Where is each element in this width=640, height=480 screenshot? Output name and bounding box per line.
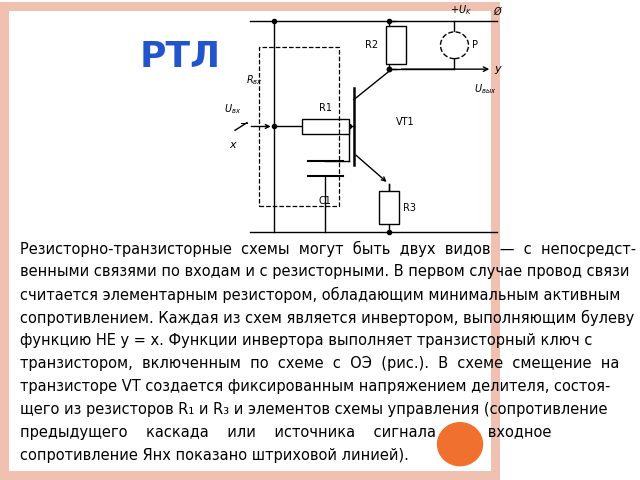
Text: C1: C1 bbox=[319, 196, 332, 206]
Text: Резисторно-транзисторные  схемы  могут  быть  двух  видов  —  с  непосредст-: Резисторно-транзисторные схемы могут быт… bbox=[20, 241, 636, 257]
Text: R3: R3 bbox=[403, 203, 416, 213]
Text: $+U_K$: $+U_K$ bbox=[451, 3, 472, 17]
Bar bbox=[0, 2, 9, 480]
Text: сопротивлением. Каждая из схем является инвертором, выполняющим булеву: сопротивлением. Каждая из схем является … bbox=[20, 310, 634, 326]
Bar bbox=[491, 2, 500, 480]
Circle shape bbox=[440, 32, 468, 59]
Text: транзистором,  включенным  по  схеме  с  ОЭ  (рис.).  В  схеме  смещение  на: транзистором, включенным по схеме с ОЭ (… bbox=[20, 356, 620, 371]
Text: P: P bbox=[472, 40, 479, 50]
Text: РТЛ: РТЛ bbox=[140, 40, 221, 74]
Text: R2: R2 bbox=[365, 40, 378, 50]
Text: венными связями по входам и с резисторными. В первом случае провод связи: венными связями по входам и с резисторны… bbox=[20, 264, 630, 279]
Bar bbox=[301, 119, 349, 134]
Text: транзисторе VT создается фиксированным напряжением делителя, состоя-: транзисторе VT создается фиксированным н… bbox=[20, 379, 611, 394]
Bar bbox=[259, 47, 339, 206]
Text: предыдущего    каскада    или    источника    сигнала    —    входное: предыдущего каскада или источника сигнал… bbox=[20, 425, 552, 440]
Text: x: x bbox=[230, 140, 236, 150]
Text: VT1: VT1 bbox=[396, 117, 415, 127]
Bar bbox=[386, 26, 406, 64]
Text: щего из резисторов R₁ и R₃ и элементов схемы управления (сопротивление: щего из резисторов R₁ и R₃ и элементов с… bbox=[20, 402, 607, 417]
Text: $U_{вх}$: $U_{вх}$ bbox=[225, 102, 242, 116]
Text: y: y bbox=[495, 64, 501, 74]
Bar bbox=[0, 471, 500, 480]
Text: R1: R1 bbox=[319, 103, 332, 113]
Text: $U_{вых}$: $U_{вых}$ bbox=[474, 83, 497, 96]
Text: функцию НЕ y = x. Функции инвертора выполняет транзисторный ключ с: функцию НЕ y = x. Функции инвертора выпо… bbox=[20, 333, 593, 348]
Bar bbox=[379, 191, 399, 225]
Text: Ø: Ø bbox=[493, 7, 500, 17]
Bar bbox=[0, 2, 500, 11]
Text: $R_{вх}$: $R_{вх}$ bbox=[246, 73, 263, 87]
Text: сопротивление Янх показано штриховой линией).: сопротивление Янх показано штриховой лин… bbox=[20, 447, 409, 463]
Text: считается элементарным резистором, обладающим минимальным активным: считается элементарным резистором, облад… bbox=[20, 287, 620, 303]
Circle shape bbox=[438, 423, 483, 466]
